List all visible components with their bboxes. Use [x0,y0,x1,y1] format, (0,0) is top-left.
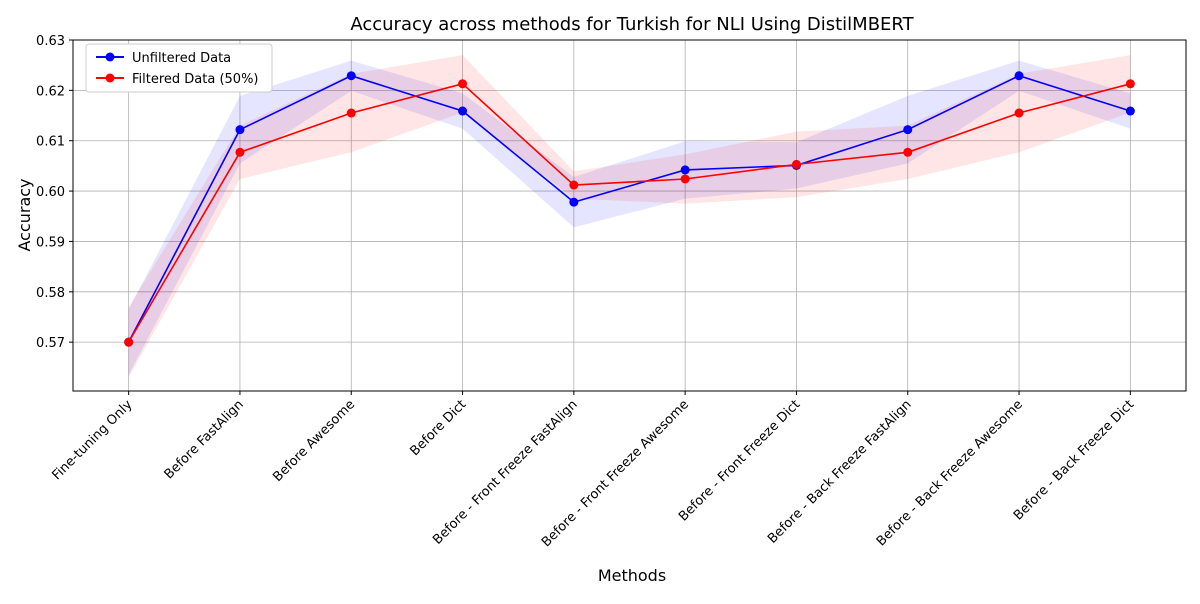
data-point-filtered [903,147,913,157]
data-point-unfiltered [903,125,913,135]
data-point-filtered [1014,108,1024,118]
data-point-unfiltered [1014,71,1024,81]
confidence-band-filtered [128,55,1131,378]
y-tick-label: 0.61 [36,135,65,150]
y-axis-ticks: 0.57 0.58 0.59 0.60 0.61 0.62 0.63 [36,34,73,351]
data-point-filtered [458,79,468,89]
y-tick-label: 0.62 [36,84,65,99]
legend: Unfiltered Data Filtered Data (50%) [85,43,273,93]
data-point-filtered [1125,79,1135,89]
y-axis-label: Accuracy [15,178,34,251]
legend-marker-filtered [105,73,115,83]
legend-marker-unfiltered [105,52,115,62]
legend-label-unfiltered: Unfiltered Data [132,51,231,66]
x-axis-label: Methods [598,566,666,585]
data-point-unfiltered [1125,106,1135,116]
data-point-unfiltered [458,106,468,116]
y-tick-label: 0.63 [36,34,65,49]
legend-box [85,43,273,93]
grid-layer [73,39,1186,391]
data-point-filtered [346,108,356,118]
series-lines [127,74,1131,343]
series-line-unfiltered [127,74,1131,343]
data-point-unfiltered [680,165,690,175]
plot-frame [72,39,1187,392]
data-point-unfiltered [346,71,356,81]
data-point-filtered [791,159,801,169]
data-point-filtered [235,147,245,157]
data-point-unfiltered [569,197,579,207]
chart-title: Accuracy across methods for Turkish for … [350,14,914,35]
series-points [124,71,1135,347]
data-point-unfiltered [235,125,245,135]
y-tick-label: 0.58 [36,286,65,301]
y-tick-label: 0.57 [36,336,65,351]
y-tick-label: 0.60 [36,185,65,200]
data-point-filtered [124,337,134,347]
series-line-filtered [127,82,1131,343]
data-point-filtered [680,174,690,184]
data-point-filtered [569,180,579,190]
y-tick-label: 0.59 [36,235,65,250]
legend-label-filtered: Filtered Data (50%) [132,72,259,87]
